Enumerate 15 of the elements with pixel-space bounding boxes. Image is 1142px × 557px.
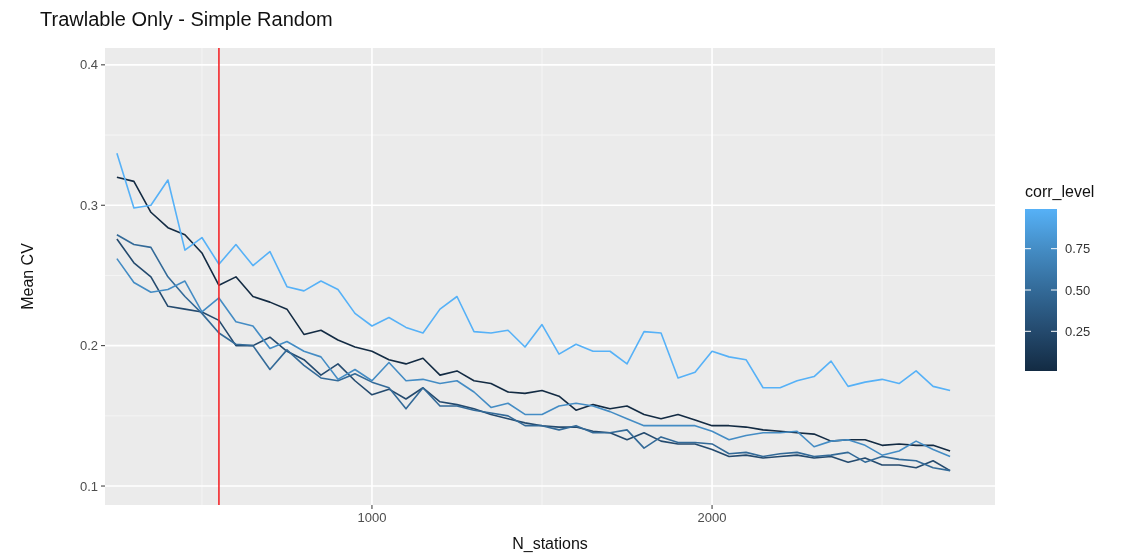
x-tick-label: 2000 (697, 510, 727, 525)
y-tick-label: 0.1 (79, 478, 98, 494)
chart-title: Trawlable Only - Simple Random (40, 8, 333, 30)
y-tick-label: 0.2 (79, 338, 98, 354)
color-bar-title: corr_level (1025, 183, 1095, 201)
y-tick-label: 0.3 (79, 197, 98, 213)
y-tick-label: 0.4 (79, 57, 98, 73)
y-axis-title: Mean CV (19, 242, 36, 310)
color-bar-label: 0.75 (1065, 241, 1091, 257)
x-tick-label: 1000 (357, 510, 387, 525)
line-series (116, 152, 951, 392)
color-bar-label: 0.50 (1065, 282, 1091, 298)
x-axis-title: N_stations (512, 535, 588, 553)
color-bar-label: 0.25 (1065, 323, 1091, 339)
line-series (116, 176, 951, 452)
